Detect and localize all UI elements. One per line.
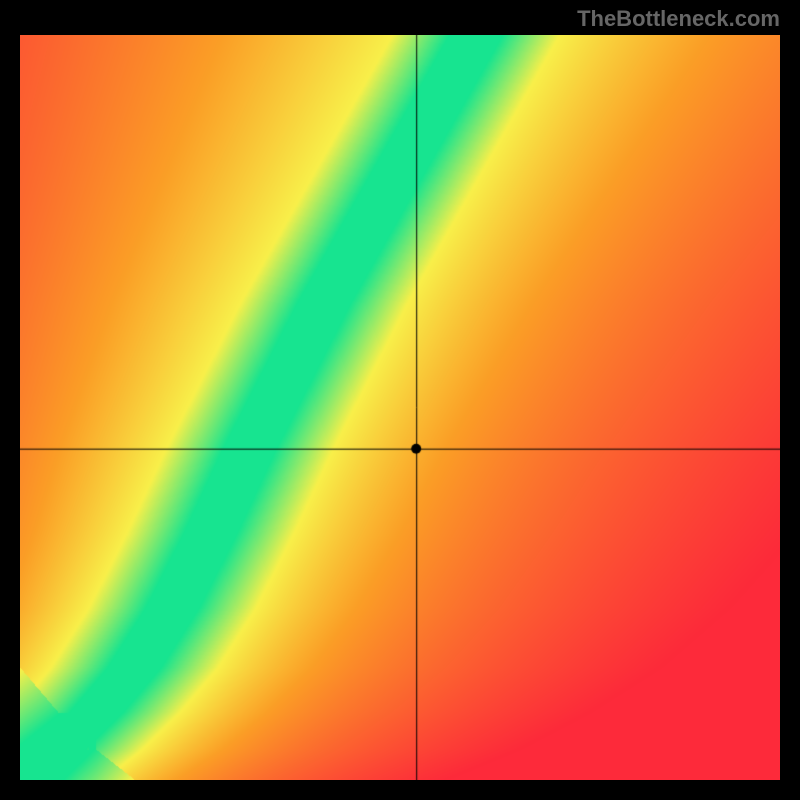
- plot-area: [20, 35, 780, 780]
- watermark-text: TheBottleneck.com: [577, 6, 780, 32]
- heatmap-canvas: [20, 35, 780, 780]
- chart-container: TheBottleneck.com: [0, 0, 800, 800]
